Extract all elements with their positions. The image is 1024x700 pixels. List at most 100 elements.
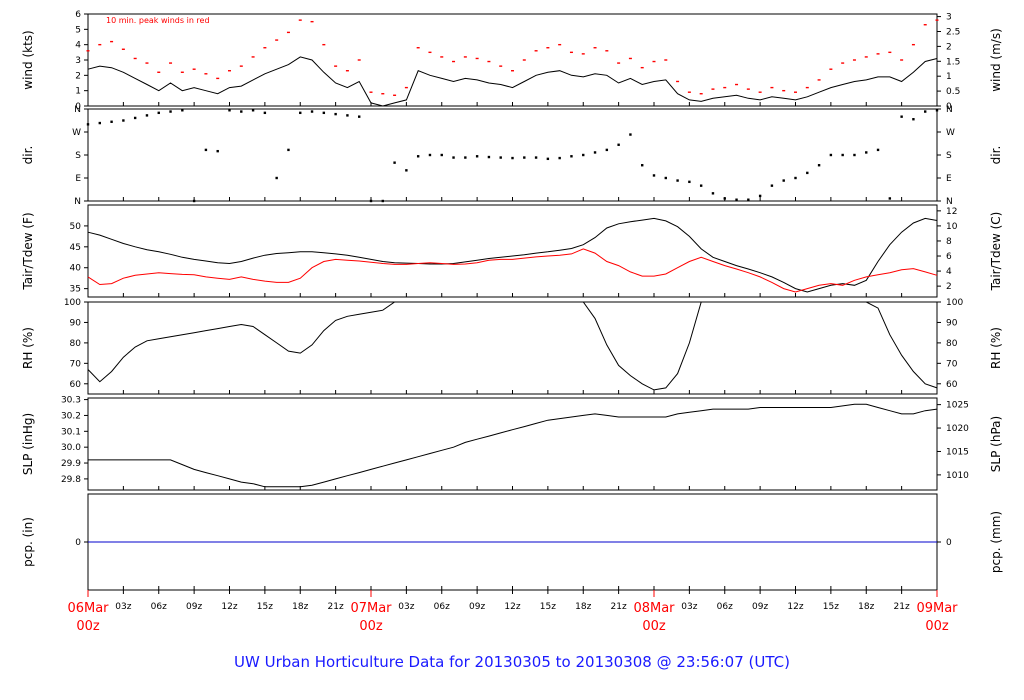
x-tick-label: 06z: [434, 602, 450, 612]
direction-point: [263, 111, 267, 115]
y-tick-label-right: S: [946, 151, 952, 161]
direction-point: [452, 156, 455, 159]
peak-wind-mark: [640, 66, 644, 69]
peak-wind-mark: [676, 80, 680, 83]
x-tick-label: 18z: [292, 602, 308, 612]
y-tick-label-right: 0: [946, 538, 952, 548]
peak-wind-mark: [393, 94, 397, 96]
y-tick-label-right: 10: [946, 222, 958, 232]
peak-wind-mark: [534, 50, 538, 52]
peak-wind-mark: [805, 86, 809, 89]
y-axis-title-left: wind (kts): [21, 30, 35, 89]
direction-point: [405, 169, 408, 172]
peak-wind-mark: [192, 68, 196, 70]
y-axis-title-left: SLP (inHg): [21, 413, 35, 475]
x-tick-label: 18z: [575, 602, 591, 612]
peak-wind-mark: [687, 91, 691, 93]
y-tick-label-right: 70: [946, 359, 958, 369]
direction-point: [428, 153, 432, 157]
y-tick-label-left: 40: [70, 264, 82, 274]
peak-wind-mark: [298, 19, 302, 21]
direction-point: [157, 111, 160, 115]
y-axis-title-right: pcp. (mm): [989, 511, 1003, 573]
y-tick-label-left: W: [72, 128, 81, 138]
day-label-date: 07Mar: [350, 601, 392, 616]
panels-layer: wind (kts) wind (m/s)012345600.511.522.53…: [21, 10, 1003, 591]
peak-wind-mark: [204, 73, 208, 75]
y-tick-label-right: 8: [946, 237, 952, 247]
peak-wind-mark: [558, 43, 562, 46]
direction-point: [275, 176, 278, 180]
x-tick-label: 15z: [257, 602, 273, 612]
direction-point: [888, 197, 892, 200]
peak-wind-mark: [546, 47, 550, 49]
peak-wind-mark: [345, 70, 349, 72]
peak-wind-mark: [286, 31, 290, 34]
peak-wind-mark: [841, 62, 845, 64]
peak-wind-mark: [617, 62, 621, 64]
y-tick-label-right: 1020: [946, 424, 969, 434]
direction-point: [475, 155, 479, 158]
direction-point: [558, 156, 561, 160]
direction-point: [322, 111, 326, 115]
y-tick-label-right: 3: [946, 13, 952, 23]
peak-wind-mark: [829, 68, 833, 70]
y-tick-label-right: 2: [946, 282, 952, 292]
panel-frame: [87, 13, 938, 107]
peak-wind-mark: [369, 91, 373, 93]
peak-wind-mark: [475, 57, 479, 60]
peak-wind-mark: [357, 59, 361, 61]
direction-point: [676, 179, 679, 182]
y-tick-label-left: 6: [75, 10, 81, 20]
y-tick-label-right: 60: [946, 380, 958, 390]
y-tick-label-left: 90: [70, 318, 82, 328]
y-tick-label-left: E: [75, 174, 81, 184]
panel-frame: [87, 397, 938, 491]
direction-point: [464, 156, 467, 159]
direction-point: [605, 148, 609, 152]
y-tick-label-right: 90: [946, 318, 958, 328]
direction-point: [688, 180, 691, 184]
direction-point: [145, 114, 149, 117]
peak-wind-mark: [440, 56, 444, 58]
y-axis-title-right: wind (m/s): [989, 28, 1003, 92]
peak-wind-mark: [487, 60, 491, 63]
y-tick-label-right: 80: [946, 339, 958, 349]
panel-direction: dir. dir. N N E E S S W W N N: [21, 105, 1003, 207]
peak-wind-mark: [416, 47, 420, 49]
y-axis-title-right: RH (%): [989, 327, 1003, 369]
peak-wind-mark: [888, 51, 892, 54]
day-label-hour: 00z: [359, 619, 383, 634]
peak-wind-mark: [310, 20, 314, 23]
y-tick-label-left: 29.8: [61, 475, 81, 485]
direction-point: [664, 176, 667, 180]
series-speed: [87, 56, 938, 107]
direction-point: [699, 184, 703, 187]
panel-temperature: Tair/Tdew (F) Tair/Tdew (C) 35 40 45 50 2 4 6 8 10…: [21, 204, 1003, 298]
x-tick-label: 09z: [752, 602, 768, 612]
direction-point: [853, 153, 856, 157]
peak-wind-mark: [723, 86, 727, 89]
peak-wind-mark: [522, 59, 526, 61]
y-tick-label-right: 0.5: [946, 87, 960, 97]
peak-wind-mark: [782, 89, 786, 92]
peak-wind-mark: [711, 88, 715, 90]
direction-point: [652, 174, 656, 177]
direction-point: [900, 115, 903, 118]
y-tick-label-left: 70: [70, 359, 82, 369]
direction-point: [841, 153, 844, 157]
x-tick-label: 12z: [787, 602, 803, 612]
direction-point: [629, 133, 632, 136]
panel-frame: [87, 108, 938, 202]
x-tick-label: 21z: [894, 602, 910, 612]
y-axis-title-left: pcp. (in): [21, 517, 35, 567]
peak-wind-mark: [121, 48, 125, 50]
x-tick-label: 15z: [823, 602, 839, 612]
y-axis-title-right: Tair/Tdew (C): [989, 212, 1003, 292]
direction-point: [511, 156, 514, 160]
peak-wind-mark: [746, 88, 750, 90]
panel-wind: wind (kts) wind (m/s) 0 1 2 3 4 5 6 0 0.5 1 1.5 2 2.5 3…: [21, 10, 1003, 112]
direction-point: [617, 143, 620, 146]
peak-wind-mark: [228, 70, 231, 72]
